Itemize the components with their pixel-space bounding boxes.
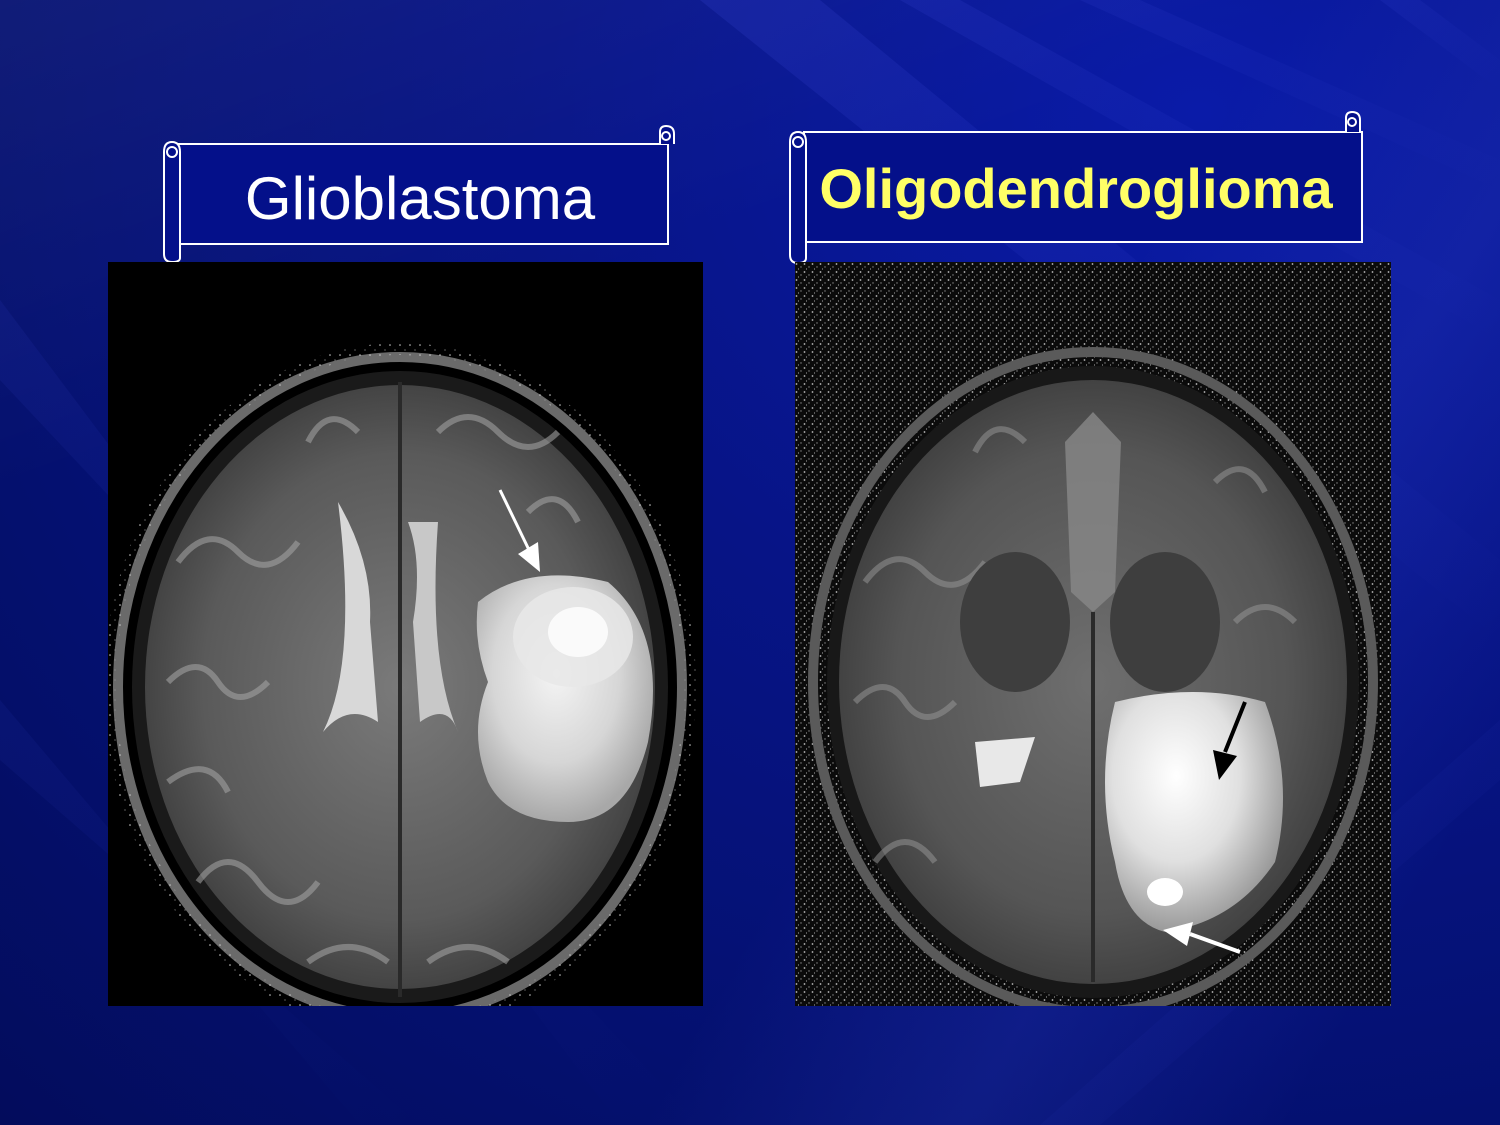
oligodendroglioma-mri-image bbox=[795, 262, 1391, 1006]
panel-label-oligodendroglioma: Oligodendroglioma bbox=[819, 156, 1333, 220]
scroll-banner-icon bbox=[789, 110, 1363, 265]
white-arrow-icon bbox=[1163, 922, 1241, 954]
white-arrow-icon bbox=[498, 489, 540, 572]
oligodendroglioma-banner: Oligodendroglioma bbox=[786, 110, 1366, 265]
panel-label-glioblastoma: Glioblastoma bbox=[244, 164, 596, 232]
black-arrow-icon bbox=[1213, 701, 1247, 780]
glioblastoma-mri-image bbox=[108, 262, 703, 1006]
glioblastoma-banner: Glioblastoma bbox=[160, 124, 680, 264]
scroll-banner-icon bbox=[163, 124, 675, 264]
